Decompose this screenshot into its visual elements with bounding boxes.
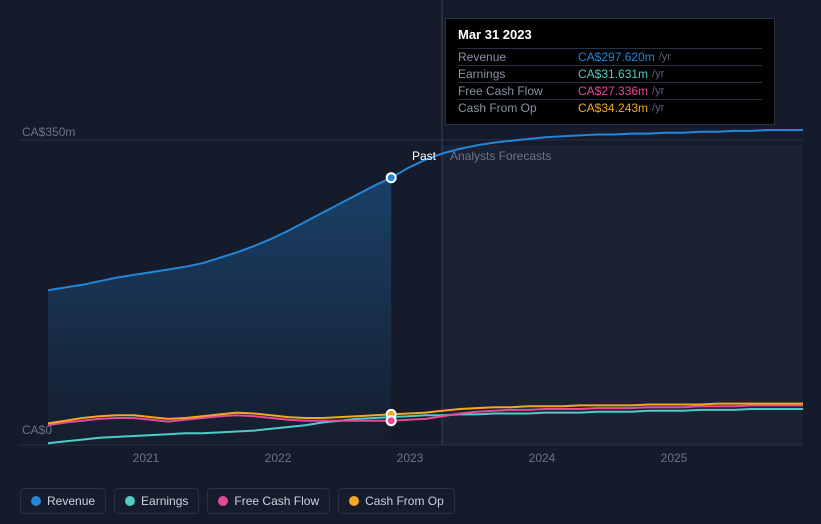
legend-swatch — [218, 496, 228, 506]
x-axis-label: 2022 — [265, 451, 292, 465]
tooltip-row: EarningsCA$31.631m/yr — [458, 65, 762, 82]
tooltip-row-suffix: /yr — [659, 51, 671, 63]
hover-marker-revenue — [387, 173, 396, 182]
tooltip-row: Free Cash FlowCA$27.336m/yr — [458, 82, 762, 99]
chart-legend: Revenue Earnings Free Cash Flow Cash From O… — [20, 488, 455, 514]
legend-swatch — [349, 496, 359, 506]
tooltip-title: Mar 31 2023 — [458, 27, 762, 44]
legend-label: Earnings — [141, 494, 188, 508]
legend-label: Free Cash Flow — [234, 494, 319, 508]
legend-label: Revenue — [47, 494, 95, 508]
legend-item-cash-from-op[interactable]: Cash From Op — [338, 488, 455, 514]
y-axis-label-zero: CA$0 — [22, 423, 52, 437]
tooltip-row-label: Cash From Op — [458, 101, 578, 115]
tooltip-row-suffix: /yr — [652, 68, 664, 80]
past-section-label: Past — [412, 149, 436, 163]
y-axis-label-max: CA$350m — [22, 125, 75, 139]
tooltip-row-value: CA$297.620m — [578, 50, 655, 64]
hover-tooltip: Mar 31 2023 RevenueCA$297.620m/yrEarning… — [445, 18, 775, 125]
legend-label: Cash From Op — [365, 494, 444, 508]
tooltip-row-label: Revenue — [458, 50, 578, 64]
legend-item-earnings[interactable]: Earnings — [114, 488, 199, 514]
legend-swatch — [31, 496, 41, 506]
tooltip-row-suffix: /yr — [652, 85, 664, 97]
forecast-section-label: Analysts Forecasts — [450, 149, 551, 163]
tooltip-row: Cash From OpCA$34.243m/yr — [458, 99, 762, 116]
tooltip-row-label: Free Cash Flow — [458, 84, 578, 98]
tooltip-row-label: Earnings — [458, 67, 578, 81]
x-axis-label: 2023 — [397, 451, 424, 465]
tooltip-row-value: CA$31.631m — [578, 67, 648, 81]
financial-chart: 2021 2022 2023 2024 2025 CA$350m CA$0 Past A… — [0, 0, 821, 524]
x-axis-label: 2021 — [133, 451, 160, 465]
tooltip-row-value: CA$27.336m — [578, 84, 648, 98]
legend-item-revenue[interactable]: Revenue — [20, 488, 106, 514]
tooltip-row-suffix: /yr — [652, 102, 664, 114]
x-axis-label: 2025 — [661, 451, 688, 465]
tooltip-row-value: CA$34.243m — [578, 101, 648, 115]
hover-marker-fcf — [387, 416, 396, 425]
legend-item-free-cash-flow[interactable]: Free Cash Flow — [207, 488, 330, 514]
x-axis-label: 2024 — [529, 451, 556, 465]
legend-swatch — [125, 496, 135, 506]
tooltip-row: RevenueCA$297.620m/yr — [458, 48, 762, 65]
